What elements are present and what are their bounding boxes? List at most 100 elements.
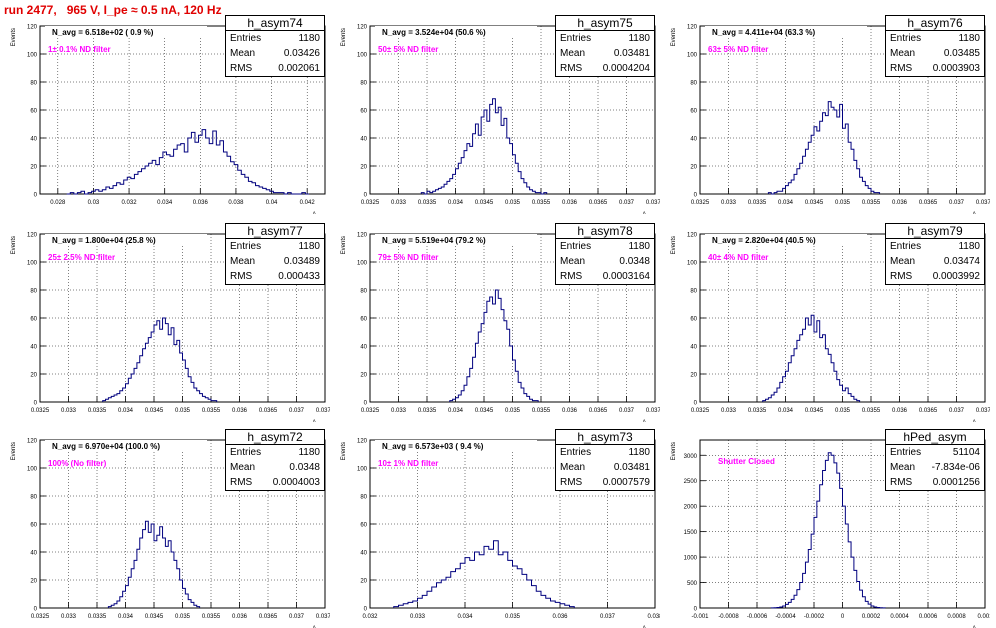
histogram-bin: [851, 396, 854, 402]
stats-label: Entries: [890, 31, 921, 46]
histogram-bin: [120, 597, 123, 608]
y-tick-label: 0: [34, 401, 38, 407]
stats-label: RMS: [560, 61, 582, 76]
stats-value: 0.0001256: [933, 475, 980, 490]
histogram-bin: [270, 191, 274, 194]
x-tick-label: 0.035: [175, 408, 191, 414]
histogram-bin: [794, 595, 797, 608]
y-tick-label: 60: [360, 317, 367, 323]
histogram-bin: [851, 557, 854, 608]
histogram-name: h_asym76: [886, 16, 984, 31]
histogram-bin: [808, 325, 811, 402]
x-tick-label: 0.0375: [316, 408, 330, 414]
histogram-bin: [106, 399, 109, 402]
histogram-bin: [535, 193, 538, 194]
histogram-bin: [174, 149, 178, 194]
x-tick-label: 0.0355: [202, 614, 221, 620]
histogram-bin: [177, 340, 180, 402]
histogram-bin: [111, 605, 114, 608]
y-tick-label: 80: [30, 289, 37, 295]
x-tick-label: 0.034: [778, 200, 794, 206]
histogram-bin: [430, 193, 433, 194]
histogram-bin: [160, 329, 163, 402]
stats-label: RMS: [890, 61, 912, 76]
x-tick-label: -0.0008: [718, 614, 739, 620]
y-tick-label: 3000: [684, 454, 698, 460]
histogram-bin: [166, 155, 170, 194]
x-tick-label: 0.0008: [947, 614, 966, 620]
y-axis-label: Events: [341, 236, 347, 254]
histogram-bin: [786, 604, 789, 608]
histogram-bin: [493, 99, 496, 194]
histogram-bin: [555, 602, 560, 608]
y-tick-label: 100: [357, 467, 368, 473]
y-tick-label: 0: [34, 193, 38, 199]
x-tick-label: 0.0325: [31, 408, 50, 414]
histogram-bin: [134, 560, 137, 608]
histogram-name: h_asym72: [226, 430, 324, 445]
y-tick-label: 2000: [684, 505, 698, 511]
histogram-bin: [114, 395, 117, 402]
histogram-bin: [92, 191, 96, 194]
histogram-bin: [825, 460, 828, 608]
x-tick-label: 0.035: [835, 200, 851, 206]
histogram-bin: [427, 191, 430, 194]
histogram-bin: [532, 401, 535, 402]
histogram-bin: [825, 116, 828, 194]
histogram-bin: [868, 604, 871, 608]
histogram-bin: [450, 179, 453, 194]
stats-label: RMS: [230, 475, 252, 490]
x-tick-label: 0.0375: [976, 408, 990, 414]
histogram-bin: [131, 569, 134, 608]
x-tick-label: 0.035: [505, 614, 521, 620]
histogram-bin: [518, 382, 521, 402]
x-tick-label: 0.034: [157, 200, 173, 206]
histogram-bin: [828, 102, 831, 194]
histogram-bin: [143, 530, 146, 608]
histogram-bin: [831, 107, 834, 194]
histogram-bin: [857, 582, 860, 608]
histogram-bin: [820, 485, 823, 608]
histogram-bin: [120, 184, 124, 194]
histogram-bin: [825, 349, 828, 402]
stats-value: 1180: [298, 239, 320, 254]
x-tick-label: -0.0006: [747, 614, 768, 620]
x-tick-label: 0.0335: [418, 408, 437, 414]
x-tick-label: 0.033: [61, 614, 77, 620]
histogram-bin: [515, 371, 518, 402]
y-tick-label: 40: [360, 551, 367, 557]
x-tick-label: -0.001: [691, 614, 709, 620]
x-tick-label: 0.036: [552, 614, 568, 620]
histogram-bin: [143, 349, 146, 402]
histogram-bin: [165, 546, 168, 608]
histogram-bin: [777, 191, 780, 194]
histogram-bin: [177, 145, 181, 194]
histogram-bin: [181, 144, 185, 194]
histogram-bin: [461, 158, 464, 194]
histogram-bin: [828, 453, 831, 608]
y-tick-label: 60: [690, 109, 697, 115]
histogram-bin: [470, 146, 473, 194]
histogram-bin: [131, 374, 134, 402]
x-tick-label: 0.0375: [646, 408, 660, 414]
histogram-bin: [535, 401, 538, 402]
histogram-bin: [820, 338, 823, 402]
histogram-bin: [70, 193, 74, 194]
stats-label: RMS: [560, 475, 582, 490]
histogram-bin: [837, 473, 840, 608]
histogram-bin: [197, 607, 200, 608]
histogram-bin: [532, 191, 535, 194]
histogram-bin: [450, 401, 453, 402]
x-tick-label: 0.0365: [589, 408, 608, 414]
histogram-bin: [214, 401, 217, 402]
histogram-bin: [453, 399, 456, 402]
x-tick-label: 0.036: [232, 408, 248, 414]
histogram-bin: [503, 552, 508, 608]
